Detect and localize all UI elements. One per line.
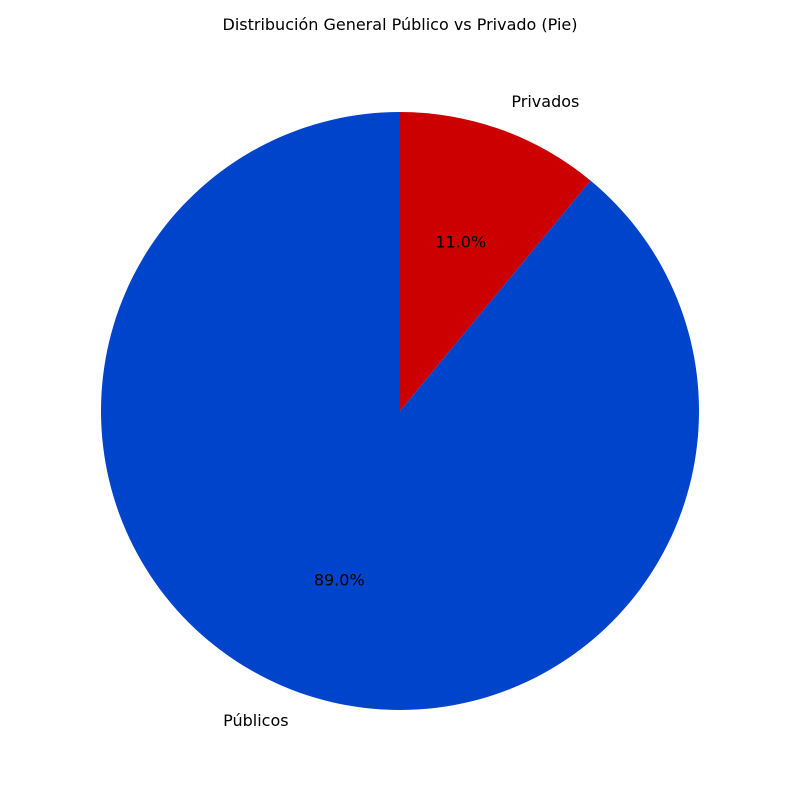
pie-category-label-0: Privados <box>511 92 579 111</box>
pie-category-label-1: Públicos <box>223 711 288 730</box>
pie-percent-label-1: 89.0% <box>314 570 365 589</box>
chart-title: Distribución General Público vs Privado … <box>223 15 578 34</box>
pie-slice-0 <box>400 112 591 411</box>
pie-slice-1 <box>100 112 700 711</box>
pie-slices <box>100 112 700 711</box>
pie-percent-label-0: 11.0% <box>435 233 486 252</box>
pie-labels: 11.0% Privados 89.0% Públicos <box>223 92 579 730</box>
